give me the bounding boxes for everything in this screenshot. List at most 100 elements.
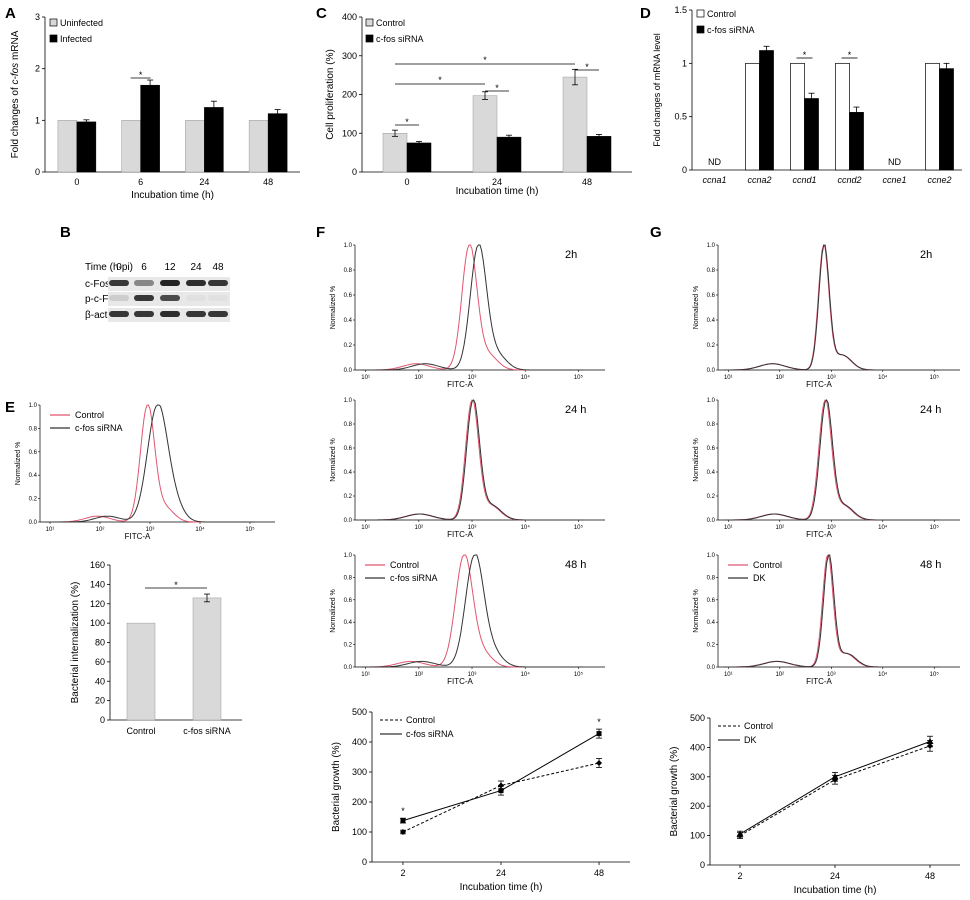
c-significance-star: * <box>438 75 442 85</box>
d-bar <box>745 62 760 171</box>
c-significance-star: * <box>495 83 499 93</box>
f-line-marker <box>596 731 602 737</box>
a-bar <box>76 121 97 173</box>
e-hist-y-label: Normalized % <box>15 442 22 486</box>
b-row-label: β-actin <box>85 310 115 321</box>
g-hist-3-y-tick-label: 1.0 <box>707 553 716 559</box>
panel-letter-b: B <box>60 224 71 241</box>
a-legend-infected-label: Infected <box>60 34 92 44</box>
b-band <box>109 311 129 317</box>
f-hist-3-y-label: Normalized % <box>330 589 337 633</box>
panel-g-histograms: 0.0 0.2 0.4 0.6 0.8 1.0 10¹ 10² 10³ 10⁴ 10⁵ FITC-A N… <box>693 243 960 686</box>
g-line-legend-label: DK <box>744 735 757 745</box>
f-hist-2-curve-c-fos-sirna <box>360 399 584 521</box>
e-bar-y-tick-label: 40 <box>95 676 105 686</box>
panel-f-line-chart: 0 100 200 300 400 500 2 24 48 Control c-fos siRNA *… <box>331 707 630 893</box>
g-hist-2-time-label: 24 h <box>920 404 941 416</box>
b-band <box>186 311 206 317</box>
g-line-x-tick-label: 48 <box>925 871 935 881</box>
g-hist-2-y-tick-label: 0.0 <box>707 518 716 524</box>
f-line-y-tick-label: 500 <box>352 707 367 717</box>
f-hist-2-y-tick-label: 0.6 <box>344 446 353 452</box>
f-hist-3-y-tick-label: 1.0 <box>344 553 353 559</box>
f-hist-3-y-tick-label: 0.8 <box>344 575 353 581</box>
f-line-legend-label: Control <box>406 715 435 725</box>
e-bar-y-tick-label: 20 <box>95 696 105 706</box>
f-hist-2-x-tick-label: 10³ <box>468 525 477 531</box>
d-bar <box>939 68 954 171</box>
e-hist-y-tick-label: 0.8 <box>29 426 38 432</box>
d-x-tick-label: ccnd1 <box>792 175 816 185</box>
f-line-y-tick-label: 0 <box>362 857 367 867</box>
a-y-tick-label: 3 <box>35 12 40 22</box>
g-line-y-tick-label: 100 <box>690 831 705 841</box>
b-time-label: 12 <box>164 262 176 273</box>
g-hist-1-x-tick-label: 10⁵ <box>930 374 940 381</box>
f-hist-2-time-label: 24 h <box>565 404 586 416</box>
panel-a-bar-chart: 0 1 2 3 0 6 24 48 * Incubation time (h) Fold chang… <box>10 12 300 201</box>
g-line-y-tick-label: 0 <box>700 860 705 870</box>
f-hist-3-x-label: FITC-A <box>447 677 473 686</box>
e-hist-y-tick-label: 0.0 <box>29 520 38 526</box>
f-hist-2-x-tick-label: 10⁴ <box>521 524 531 531</box>
g-hist-3-y-tick-label: 0.4 <box>707 620 716 626</box>
c-x-tick-label: 24 <box>492 177 502 187</box>
e-hist-x-tick-label: 10² <box>96 527 105 533</box>
a-bar <box>185 120 205 173</box>
b-band <box>160 295 180 301</box>
a-legend-infected-swatch <box>49 34 58 43</box>
f-hist-3-x-tick-label: 10² <box>414 672 423 678</box>
f-line-significance-star: * <box>597 717 601 727</box>
b-band <box>186 280 206 286</box>
f-line-marker <box>498 782 504 789</box>
f-line-significance-star: * <box>401 806 405 816</box>
d-legend-control-swatch <box>696 9 705 18</box>
e-hist-y-tick-label: 0.4 <box>29 473 38 479</box>
a-bar <box>121 120 141 173</box>
f-hist-2-y-tick-label: 0.8 <box>344 422 353 428</box>
g-hist-1-y-tick-label: 1.0 <box>707 243 716 249</box>
e-bar-y-tick-label: 60 <box>95 657 105 667</box>
g-hist-2-curve-control <box>723 399 940 521</box>
a-y-tick-label: 2 <box>35 64 40 74</box>
d-legend-control-label: Control <box>707 9 736 19</box>
f-line-y-tick-label: 100 <box>352 827 367 837</box>
g-line-y-label: Bacterial growth (%) <box>669 746 680 836</box>
d-x-tick-label: ccne1 <box>882 175 906 185</box>
g-hist-1-y-tick-label: 0.8 <box>707 268 716 274</box>
f-line-y-tick-label: 300 <box>352 767 367 777</box>
b-band <box>186 295 206 301</box>
d-x-tick-label: ccne2 <box>927 175 951 185</box>
b-band <box>160 311 180 317</box>
g-hist-2-x-tick-label: 10⁴ <box>878 524 888 531</box>
g-line-series-line <box>739 745 931 837</box>
b-time-header: Time (h-pi) <box>85 262 133 273</box>
f-line-marker <box>596 760 603 766</box>
e-bar-y-tick-label: 0 <box>100 715 105 725</box>
g-line-y-tick-label: 500 <box>690 713 705 723</box>
c-y-tick-label: 100 <box>342 128 357 138</box>
a-bar <box>140 84 160 173</box>
a-bar <box>248 120 269 173</box>
g-hist-3-y-tick-label: 0.6 <box>707 598 716 604</box>
d-legend-sirna-swatch <box>696 25 705 34</box>
a-legend-uninfected-label: Uninfected <box>60 18 103 28</box>
g-hist-3-y-tick-label: 0.2 <box>707 643 716 649</box>
f-hist-1-x-tick-label: 10² <box>414 375 423 381</box>
g-hist-3-time-label: 48 h <box>920 559 941 571</box>
d-bar <box>835 62 850 171</box>
f-hist-1-x-tick-label: 10¹ <box>361 375 370 381</box>
g-hist-2-curve-dk <box>723 399 940 521</box>
panel-c-bar-chart: 0 100 200 300 400 0 24 48 * * * * * Incubation time (… <box>325 12 632 197</box>
e-hist-x-tick-label: 10⁵ <box>245 526 255 533</box>
e-bar <box>126 622 156 721</box>
b-band <box>160 280 180 286</box>
a-bar <box>267 113 288 173</box>
b-band <box>134 295 154 301</box>
b-time-label: 48 <box>212 262 224 273</box>
g-hist-1-x-tick-label: 10¹ <box>724 375 733 381</box>
g-hist-2-y-tick-label: 0.2 <box>707 494 716 500</box>
d-x-tick-label: ccnd2 <box>837 175 861 185</box>
g-hist-1-y-tick-label: 0.4 <box>707 318 716 324</box>
